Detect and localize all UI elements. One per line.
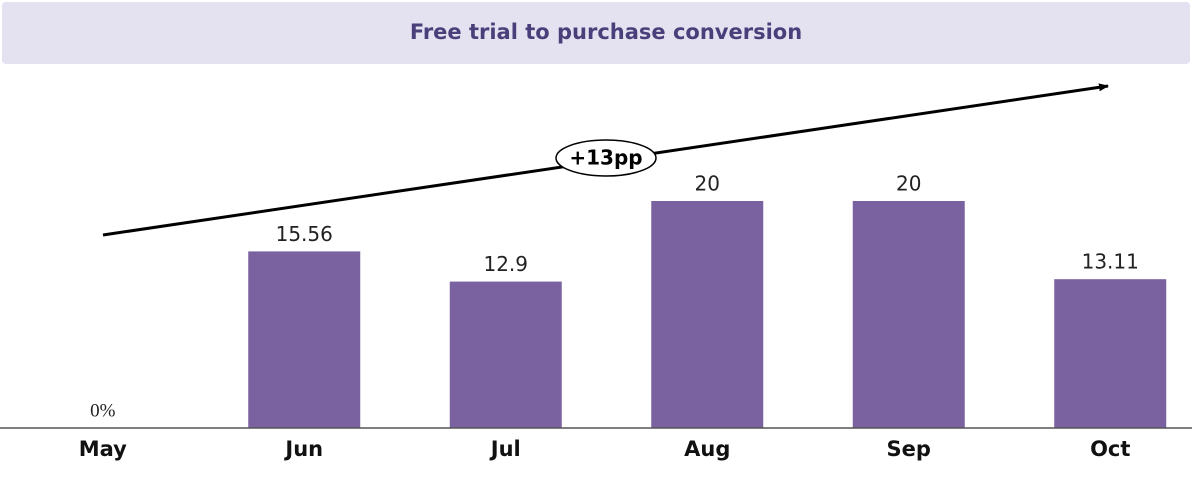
value-label: 15.56 <box>276 222 333 246</box>
value-label: 20 <box>896 172 921 196</box>
bar <box>248 251 361 428</box>
annotation: +13pp <box>569 146 642 170</box>
x-tick-label: Aug <box>684 437 730 461</box>
value-label: 12.9 <box>483 252 528 276</box>
x-tick-label: May <box>79 437 127 461</box>
x-tick-label: Jul <box>489 437 521 461</box>
value-label: 13.11 <box>1082 250 1139 274</box>
value-label: 20 <box>695 172 720 196</box>
value-label: 0% <box>90 400 116 421</box>
bar <box>651 201 764 428</box>
bar <box>449 281 562 428</box>
title-banner <box>2 2 1190 64</box>
x-tick-label: Oct <box>1090 437 1130 461</box>
x-tick-label: Jun <box>283 437 323 461</box>
bar <box>852 201 965 428</box>
chart-title: Free trial to purchase conversion <box>410 20 802 44</box>
x-tick-label: Sep <box>887 437 931 461</box>
annotation-bubble <box>555 139 657 177</box>
bar <box>1054 279 1167 428</box>
